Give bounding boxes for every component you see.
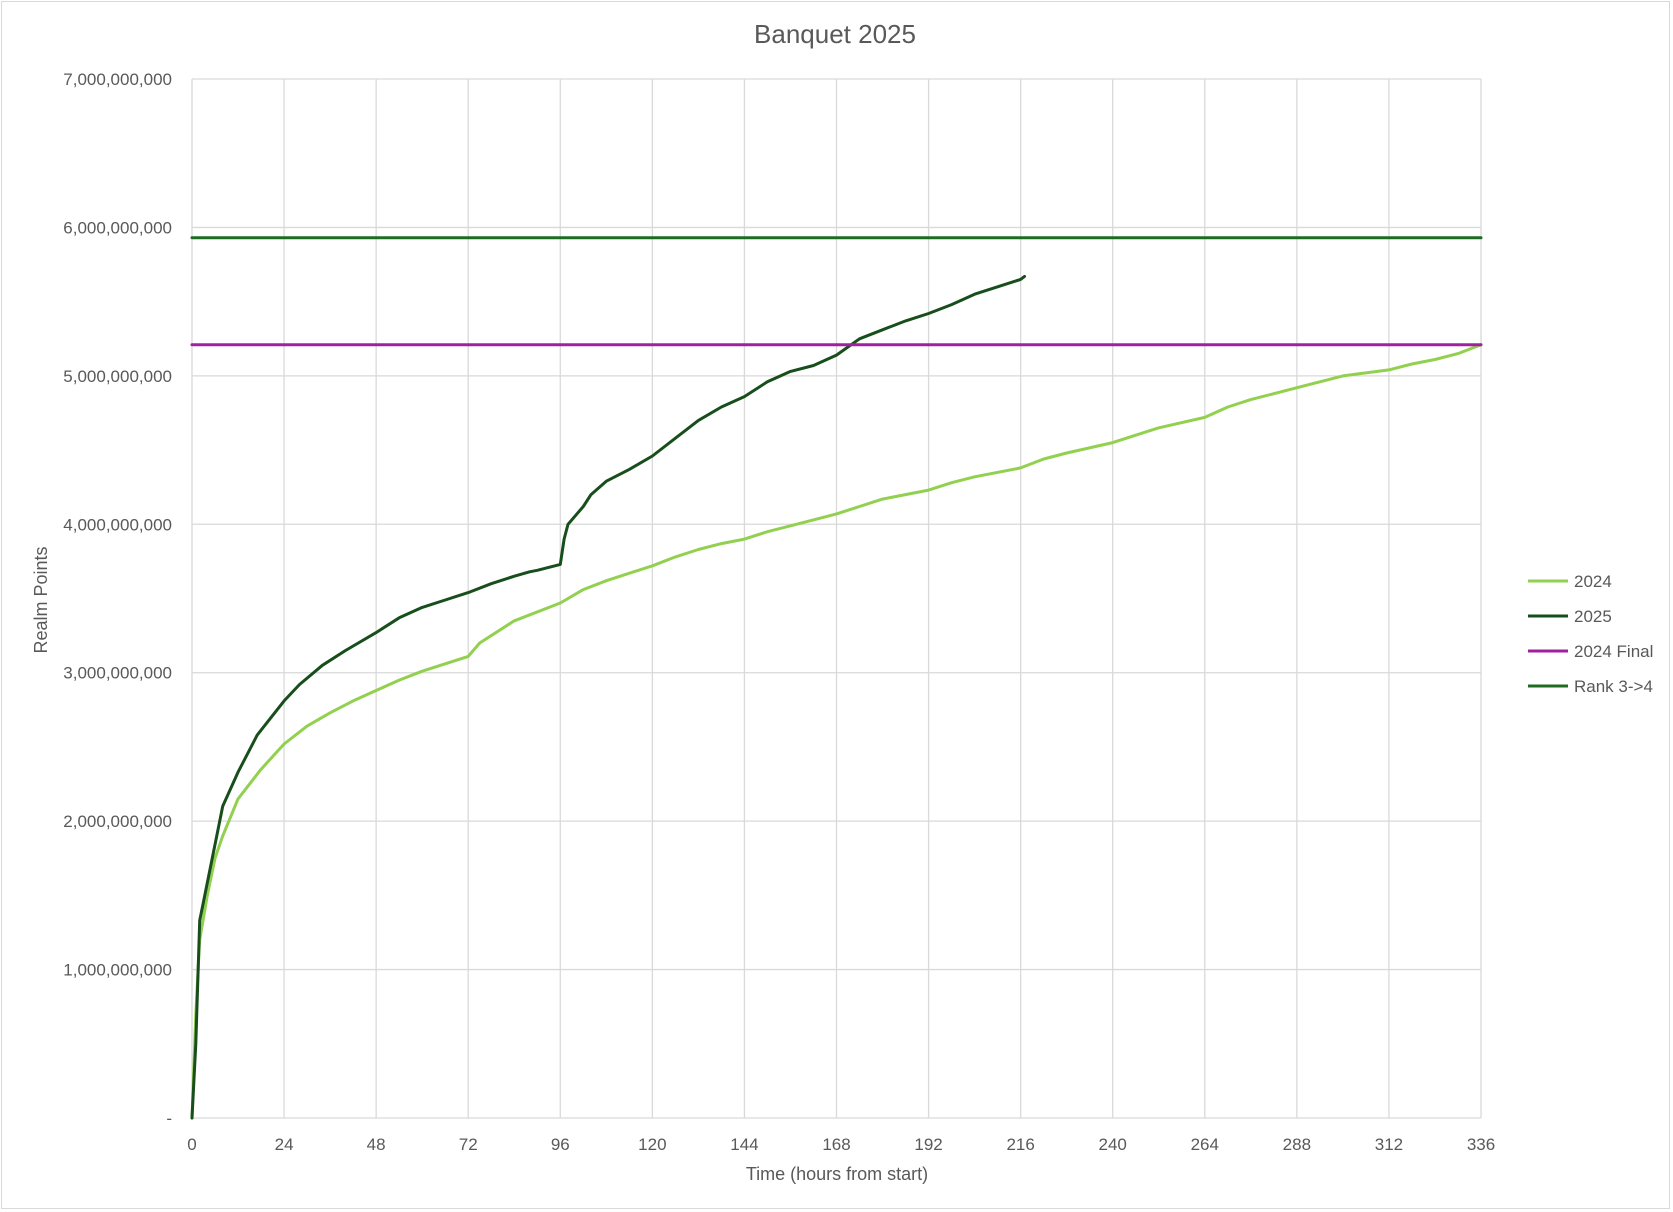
legend-label: Rank 3->4 <box>1574 677 1653 696</box>
y-tick-label: 6,000,000,000 <box>63 218 172 237</box>
y-tick-label: 4,000,000,000 <box>63 515 172 534</box>
legend-label: 2024 Final <box>1574 642 1653 661</box>
series-line-2024 <box>190 343 1483 1120</box>
y-tick-label: 2,000,000,000 <box>63 812 172 831</box>
y-tick-label: 3,000,000,000 <box>63 664 172 683</box>
legend-item-rank-3-4: Rank 3->4 <box>1528 677 1653 696</box>
legend: 2024 2025 2024 Final Rank 3->4 <box>1528 572 1653 696</box>
x-tick-label: 48 <box>367 1135 386 1154</box>
gridlines <box>191 78 1482 1119</box>
x-tick-label: 0 <box>187 1135 196 1154</box>
legend-item-2024-final: 2024 Final <box>1528 642 1653 661</box>
series-line-2025 <box>190 274 1026 1120</box>
y-tick-label: 1,000,000,000 <box>63 961 172 980</box>
x-tick-label: 288 <box>1283 1135 1311 1154</box>
x-axis-ticks: 0 24 48 72 96 120 144 168 192 216 240 264 288 312 336 <box>187 1135 1495 1154</box>
x-tick-label: 216 <box>1006 1135 1034 1154</box>
x-tick-label: 264 <box>1191 1135 1219 1154</box>
legend-item-2024: 2024 <box>1528 572 1612 591</box>
y-tick-label: 7,000,000,000 <box>63 70 172 89</box>
legend-label: 2024 <box>1574 572 1612 591</box>
x-tick-label: 336 <box>1467 1135 1495 1154</box>
legend-label: 2025 <box>1574 607 1612 626</box>
x-tick-label: 312 <box>1375 1135 1403 1154</box>
x-tick-label: 192 <box>914 1135 942 1154</box>
x-tick-label: 240 <box>1099 1135 1127 1154</box>
x-axis-label: Time (hours from start) <box>746 1164 928 1184</box>
legend-item-2025: 2025 <box>1528 607 1612 626</box>
x-tick-label: 144 <box>730 1135 758 1154</box>
x-tick-label: 24 <box>275 1135 294 1154</box>
x-tick-label: 72 <box>459 1135 478 1154</box>
y-axis-label: Realm Points <box>31 546 51 653</box>
chart-title: Banquet 2025 <box>754 19 916 49</box>
y-tick-label: 5,000,000,000 <box>63 367 172 386</box>
x-tick-label: 168 <box>822 1135 850 1154</box>
y-axis-ticks: - 1,000,000,000 2,000,000,000 3,000,000,000… <box>63 70 172 1128</box>
x-tick-label: 96 <box>551 1135 570 1154</box>
x-tick-label: 120 <box>638 1135 666 1154</box>
series-lines <box>190 236 1483 1120</box>
y-tick-label: - <box>166 1109 172 1128</box>
